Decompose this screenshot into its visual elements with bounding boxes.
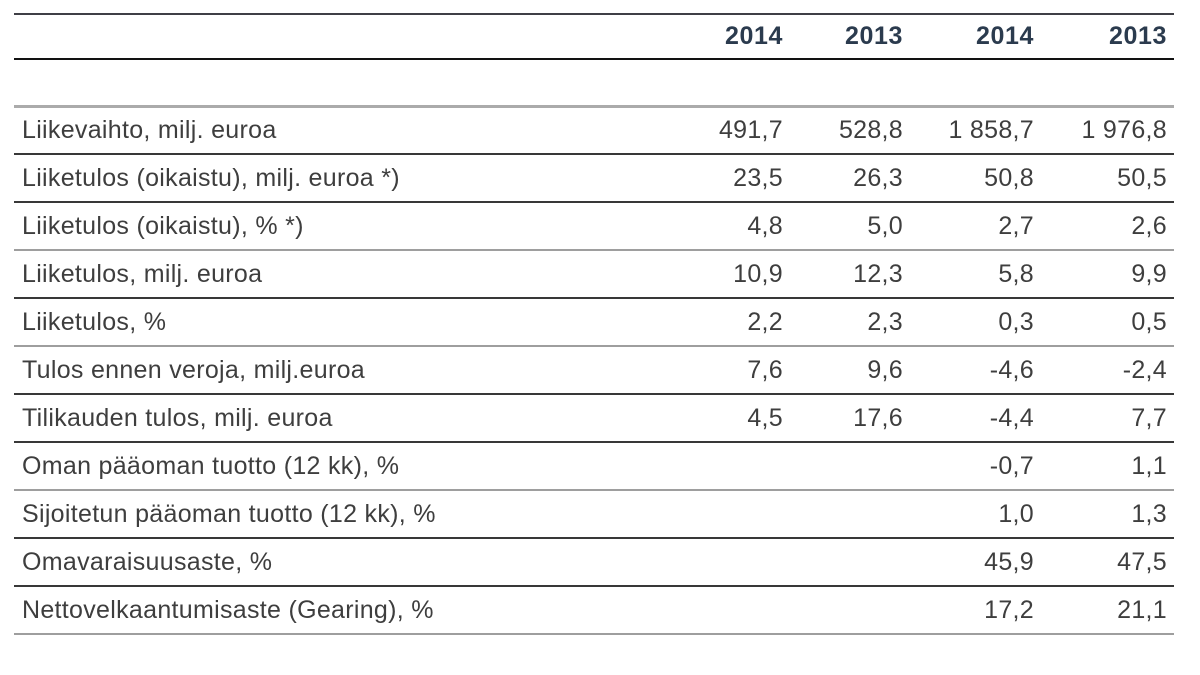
row-label: Liiketulos (oikaistu), milj. euroa *) [22, 163, 400, 192]
cell-value: 45,9 [984, 547, 1034, 576]
row-label: Liiketulos, milj. euroa [22, 259, 263, 288]
cell-value: 26,3 [853, 163, 903, 192]
cell-value [790, 538, 910, 586]
cell-value: 7,6 [747, 355, 783, 384]
cell-value: 12,3 [853, 259, 903, 288]
cell-value: 1,0 [998, 499, 1034, 528]
row-label: Tulos ennen veroja, milj.euroa [22, 355, 365, 384]
cell-value: 2,6 [1131, 211, 1167, 240]
header-spacer [14, 59, 1174, 106]
cell-value: 1 858,7 [948, 115, 1034, 144]
cell-value: 17,6 [853, 403, 903, 432]
table-row: Tulos ennen veroja, milj.euroa 7,6 9,6 -… [14, 346, 1174, 394]
table-body: Liikevaihto, milj. euroa 491,7 528,8 1 8… [14, 106, 1174, 634]
cell-value: 2,7 [998, 211, 1034, 240]
table-row: Sijoitetun pääoman tuotto (12 kk), % 1,0… [14, 490, 1174, 538]
empty-header-cell [14, 14, 675, 59]
cell-value: 0,5 [1131, 307, 1167, 336]
row-label: Tilikauden tulos, milj. euroa [22, 403, 333, 432]
row-label: Nettovelkaantumisaste (Gearing), % [22, 595, 434, 624]
cell-value: 50,5 [1117, 163, 1167, 192]
cell-value: 2,2 [747, 307, 783, 336]
cell-value: 23,5 [733, 163, 783, 192]
cell-value [675, 538, 790, 586]
cell-value: -4,6 [989, 355, 1034, 384]
cell-value [675, 442, 790, 490]
table-header: 2014 2013 2014 2013 [14, 14, 1174, 106]
cell-value: -0,7 [989, 451, 1034, 480]
cell-value: 1,3 [1131, 499, 1167, 528]
table-row: Oman pääoman tuotto (12 kk), % -0,7 1,1 [14, 442, 1174, 490]
cell-value [675, 586, 790, 634]
year-column-header: 2014 [975, 22, 1034, 50]
year-column-header: 2013 [844, 22, 903, 50]
table-row: Liiketulos, % 2,2 2,3 0,3 0,5 [14, 298, 1174, 346]
cell-value: 2,3 [867, 307, 903, 336]
cell-value: 7,7 [1131, 403, 1167, 432]
cell-value: -4,4 [989, 403, 1034, 432]
cell-value: 491,7 [718, 115, 783, 144]
cell-value: 47,5 [1117, 547, 1167, 576]
cell-value: 10,9 [733, 259, 783, 288]
cell-value: 4,8 [747, 211, 783, 240]
cell-value: 21,1 [1117, 595, 1167, 624]
cell-value: -2,4 [1122, 355, 1167, 384]
table-row: Liiketulos (oikaistu), milj. euroa *) 23… [14, 154, 1174, 202]
row-label: Liiketulos, % [22, 307, 167, 336]
cell-value [790, 490, 910, 538]
cell-value: 50,8 [984, 163, 1034, 192]
table-row: Tilikauden tulos, milj. euroa 4,5 17,6 -… [14, 394, 1174, 442]
cell-value: 9,9 [1131, 259, 1167, 288]
cell-value: 5,0 [867, 211, 903, 240]
cell-value: 528,8 [838, 115, 903, 144]
key-figures-table-container: 2014 2013 2014 2013 Liikevaihto, milj. e… [14, 13, 1174, 635]
year-column-header: 2013 [1108, 22, 1167, 50]
row-label: Liiketulos (oikaistu), % *) [22, 211, 304, 240]
table-row: Nettovelkaantumisaste (Gearing), % 17,2 … [14, 586, 1174, 634]
cell-value: 5,8 [998, 259, 1034, 288]
table-row: Liikevaihto, milj. euroa 491,7 528,8 1 8… [14, 106, 1174, 154]
cell-value: 4,5 [747, 403, 783, 432]
cell-value: 0,3 [998, 307, 1034, 336]
row-label: Omavaraisuusaste, % [22, 547, 273, 576]
row-label: Sijoitetun pääoman tuotto (12 kk), % [22, 499, 436, 528]
header-row: 2014 2013 2014 2013 [14, 14, 1174, 59]
year-column-header: 2014 [724, 22, 783, 50]
table-row: Liiketulos (oikaistu), % *) 4,8 5,0 2,7 … [14, 202, 1174, 250]
cell-value [790, 586, 910, 634]
cell-value: 1 976,8 [1081, 115, 1167, 144]
cell-value [790, 442, 910, 490]
key-figures-table: 2014 2013 2014 2013 Liikevaihto, milj. e… [14, 13, 1174, 635]
cell-value: 1,1 [1131, 451, 1167, 480]
row-label: Liikevaihto, milj. euroa [22, 115, 277, 144]
cell-value: 9,6 [867, 355, 903, 384]
cell-value [675, 490, 790, 538]
row-label: Oman pääoman tuotto (12 kk), % [22, 451, 400, 480]
table-row: Liiketulos, milj. euroa 10,9 12,3 5,8 9,… [14, 250, 1174, 298]
table-row: Omavaraisuusaste, % 45,9 47,5 [14, 538, 1174, 586]
cell-value: 17,2 [984, 595, 1034, 624]
